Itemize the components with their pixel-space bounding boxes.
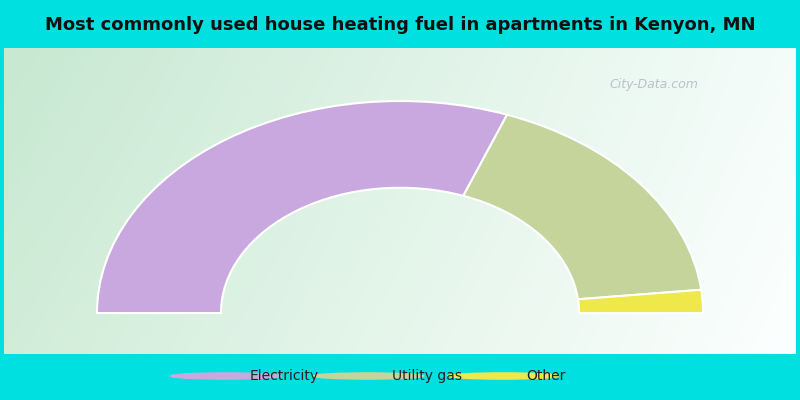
Wedge shape: [463, 115, 701, 299]
Text: Electricity: Electricity: [250, 369, 318, 383]
Text: Most commonly used house heating fuel in apartments in Kenyon, MN: Most commonly used house heating fuel in…: [45, 16, 755, 34]
Text: Other: Other: [526, 369, 566, 383]
Text: City-Data.com: City-Data.com: [609, 78, 698, 91]
Circle shape: [313, 373, 424, 379]
Wedge shape: [97, 101, 507, 313]
Circle shape: [170, 373, 282, 379]
Text: Utility gas: Utility gas: [392, 369, 462, 383]
Wedge shape: [578, 290, 703, 313]
Circle shape: [447, 373, 558, 379]
